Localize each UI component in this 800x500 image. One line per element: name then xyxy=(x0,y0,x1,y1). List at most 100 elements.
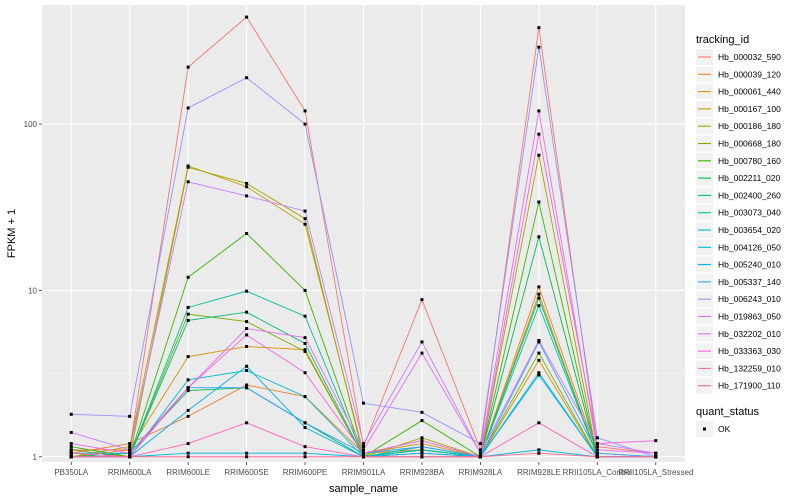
legend-label: Hb_000032_590 xyxy=(718,52,781,62)
x-gridlines xyxy=(70,5,657,462)
data-point xyxy=(362,401,365,405)
data-point xyxy=(186,408,190,412)
data-point xyxy=(69,451,73,455)
data-point xyxy=(478,448,482,452)
data-point xyxy=(245,421,249,425)
legend-item: Hb_002211_020 xyxy=(696,170,781,187)
data-point xyxy=(537,109,541,113)
data-point xyxy=(595,448,599,452)
data-point xyxy=(654,451,658,455)
data-point xyxy=(478,442,482,446)
data-point xyxy=(303,421,307,425)
legend-title: tracking_id xyxy=(696,34,749,46)
data-point xyxy=(303,341,307,345)
data-point xyxy=(186,65,190,69)
y-tick-label: 1 xyxy=(33,453,38,462)
data-point xyxy=(69,445,73,449)
legend-label: Hb_019863_050 xyxy=(718,312,781,322)
data-point xyxy=(303,109,307,113)
data-point xyxy=(420,351,424,355)
data-point xyxy=(245,386,249,390)
data-point xyxy=(186,312,190,316)
data-point xyxy=(245,181,249,185)
data-point xyxy=(186,165,190,169)
data-point xyxy=(303,209,307,213)
data-point xyxy=(420,451,424,455)
data-point xyxy=(128,414,132,418)
legend-item: Hb_004126_050 xyxy=(696,239,781,256)
data-point xyxy=(186,389,190,393)
y-tick-label: 10 xyxy=(28,286,37,295)
x-tick-label: RRIM600LA xyxy=(108,468,152,477)
data-point xyxy=(595,451,599,455)
legend-label: Hb_003073_040 xyxy=(718,208,781,218)
data-point xyxy=(537,45,541,49)
data-point xyxy=(186,442,190,446)
data-point xyxy=(537,304,541,308)
legend-item: Hb_032202_010 xyxy=(696,325,781,342)
data-point xyxy=(537,296,541,300)
data-point xyxy=(362,451,365,455)
data-point xyxy=(128,448,132,452)
data-point xyxy=(303,349,307,353)
data-point xyxy=(303,371,307,375)
legend-label: Hb_002211_020 xyxy=(718,173,781,183)
legend-label: Hb_000039_120 xyxy=(718,69,781,79)
legend-label: Hb_004126_050 xyxy=(718,242,781,252)
data-point xyxy=(69,455,73,459)
data-point xyxy=(420,419,424,423)
data-point xyxy=(537,421,541,425)
legend-item: Hb_171900_110 xyxy=(696,377,781,394)
data-point xyxy=(303,445,307,449)
x-tick-label: RRII105LA_Control xyxy=(563,468,633,477)
legend-label: Hb_002400_260 xyxy=(718,190,781,200)
legend-label: Hb_032202_010 xyxy=(718,329,781,339)
shape-legend-key-point xyxy=(703,427,706,431)
data-point xyxy=(245,76,249,80)
data-point xyxy=(420,448,424,452)
legend-label: Hb_033363_030 xyxy=(718,346,781,356)
data-point xyxy=(245,289,249,293)
data-point xyxy=(420,439,424,443)
legend-item: Hb_002400_260 xyxy=(696,187,781,204)
legend-item: Hb_005337_140 xyxy=(696,273,781,290)
data-point xyxy=(245,327,249,331)
data-point xyxy=(128,445,132,449)
data-point xyxy=(186,275,190,279)
legend-item: Hb_003654_020 xyxy=(696,222,781,238)
data-point xyxy=(69,448,73,452)
data-point xyxy=(537,358,541,362)
data-point xyxy=(537,200,541,204)
data-point xyxy=(420,436,424,440)
data-point xyxy=(537,235,541,239)
data-point xyxy=(420,340,424,344)
data-point xyxy=(595,445,599,449)
x-axis-title: sample_name xyxy=(329,483,398,495)
data-point xyxy=(303,336,307,340)
data-point xyxy=(537,132,541,136)
legend-item: Hb_006243_010 xyxy=(696,291,781,308)
data-point xyxy=(245,345,249,349)
data-point xyxy=(420,298,424,302)
y-axis: 1 10 100 xyxy=(24,120,42,462)
data-point xyxy=(186,455,190,459)
data-point xyxy=(595,455,599,459)
data-point xyxy=(245,451,249,455)
data-point xyxy=(420,410,424,414)
data-point xyxy=(303,395,307,399)
legend-label: Hb_171900_110 xyxy=(718,381,781,391)
shape-legend-title: quant_status xyxy=(696,406,759,418)
shape-legend-label: OK xyxy=(718,424,731,434)
x-tick-label: RRIM928BA xyxy=(400,468,445,477)
data-point xyxy=(186,355,190,359)
data-point xyxy=(245,231,249,235)
series-points xyxy=(69,15,658,459)
legend-label: Hb_005240_010 xyxy=(718,260,781,270)
data-point xyxy=(654,455,658,459)
data-point xyxy=(245,320,249,324)
data-point xyxy=(245,364,249,368)
legend-label: Hb_005337_140 xyxy=(718,277,781,287)
data-point xyxy=(420,442,424,446)
data-point xyxy=(537,371,541,375)
data-point xyxy=(186,318,190,322)
